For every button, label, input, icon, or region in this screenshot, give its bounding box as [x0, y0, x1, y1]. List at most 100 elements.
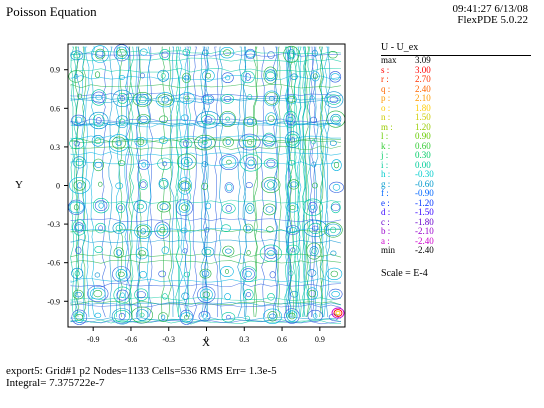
- contour-line: [70, 303, 342, 308]
- contour-loop: [264, 247, 278, 259]
- contour-loop: [112, 222, 126, 234]
- legend-key: a :: [381, 235, 390, 246]
- contour-loop: [240, 266, 257, 282]
- legend-key: b :: [381, 226, 391, 236]
- y-tick-label: -0.9: [47, 297, 60, 306]
- contour-loop: [225, 269, 230, 274]
- contour-loop: [95, 50, 105, 58]
- legend-key: k :: [381, 140, 391, 151]
- contour-line: [304, 46, 310, 318]
- contour-loop: [68, 70, 84, 83]
- contour-loop: [181, 292, 190, 300]
- contour-loop: [134, 288, 149, 301]
- contour-loop: [224, 182, 234, 193]
- contour-loop: [199, 268, 212, 279]
- contour-loop: [180, 227, 188, 234]
- contour-loop: [311, 49, 318, 57]
- contour-line: [252, 46, 258, 318]
- contour-loop: [287, 96, 296, 103]
- contour-loop: [310, 204, 316, 210]
- contour-loop: [204, 227, 210, 233]
- contour-loop: [115, 268, 127, 280]
- contour-loop: [94, 312, 102, 319]
- legend-key: n :: [381, 112, 391, 122]
- legend-key: q :: [381, 83, 391, 94]
- contour-loop: [259, 244, 283, 262]
- contour-loop: [112, 89, 133, 107]
- contour-loop: [91, 135, 104, 147]
- y-axis-ticks: 0.9 0.6 0.3 0 -0.3 -0.6 -0.9: [47, 66, 68, 306]
- contour-loop: [74, 270, 80, 277]
- contour-loop: [204, 249, 212, 255]
- footer-info: export5: Grid#1 p2 Nodes=1133 Cells=536 …: [6, 365, 277, 389]
- contour-loop: [98, 181, 103, 187]
- contour-loop: [179, 138, 193, 149]
- contour-line: [148, 46, 153, 318]
- contour-loop: [267, 293, 275, 301]
- contour-loop: [155, 92, 175, 108]
- contour-loop: [77, 93, 83, 99]
- legend-key: c :: [381, 216, 390, 227]
- contour-loop: [245, 156, 257, 169]
- contour-line: [70, 239, 342, 244]
- contour-line: [182, 46, 188, 318]
- contour-loop: [286, 133, 299, 146]
- contour-line: [214, 46, 219, 318]
- contour-loop: [263, 90, 280, 107]
- contour-loop: [160, 73, 166, 79]
- contour-loop: [115, 46, 128, 59]
- contour-loop: [199, 288, 213, 301]
- contour-loop: [117, 160, 126, 166]
- contour-loop: [308, 222, 323, 234]
- contour-loop: [94, 48, 106, 60]
- contour-loop: [179, 92, 195, 104]
- contour-line: [277, 46, 282, 318]
- contour-loop: [136, 114, 151, 125]
- contour-loop: [197, 286, 216, 303]
- legend-entry: j : 0.30: [381, 150, 531, 161]
- contour-loop: [194, 134, 216, 151]
- x-tick-label: 0.3: [239, 335, 249, 344]
- contour-loop: [95, 117, 102, 124]
- contour-loop: [112, 266, 131, 283]
- contour-loop: [73, 204, 79, 211]
- contour-line: [70, 122, 342, 128]
- contour-loop: [247, 159, 255, 167]
- contour-loop: [154, 221, 171, 239]
- contour-loop: [141, 162, 147, 168]
- legend-key: p :: [381, 93, 391, 103]
- contour-loop: [332, 184, 341, 191]
- contour-loop: [326, 267, 343, 281]
- y-tick-label: 0.3: [50, 143, 60, 152]
- contour-loop: [159, 179, 168, 188]
- contour-loop: [134, 223, 153, 239]
- contour-loop: [71, 309, 88, 325]
- contour-loop: [158, 178, 169, 190]
- legend-key: max: [381, 55, 397, 65]
- contour-loop: [243, 136, 257, 148]
- contour-loop: [225, 139, 231, 145]
- contour-loop: [75, 246, 82, 255]
- contour-line: [287, 46, 292, 318]
- contour-loop: [323, 222, 343, 238]
- contour-loop: [94, 71, 101, 78]
- contour-loop: [329, 181, 344, 193]
- x-axis-ticks: -0.9 -0.6 -0.3 0 0.3 0.6 0.9: [87, 327, 325, 344]
- legend-title: U - U_ex: [381, 42, 531, 56]
- contour-loop: [333, 162, 340, 169]
- contour-loop: [92, 114, 105, 127]
- contour-loop: [302, 198, 323, 217]
- legend-entry: a : -2.40: [381, 235, 531, 247]
- timestamp: 09:41:27 6/13/08: [452, 3, 528, 15]
- contour-loop: [159, 49, 171, 61]
- contour-loop: [325, 223, 341, 237]
- contour-loop: [162, 161, 168, 167]
- contour-loop: [94, 137, 102, 145]
- x-tick-label: -0.9: [87, 335, 100, 344]
- contour-loop: [181, 204, 188, 211]
- legend-value: -2.40: [415, 235, 434, 246]
- contour-loop: [331, 159, 342, 171]
- contour-loop: [290, 137, 296, 143]
- contour-loop: [310, 71, 320, 82]
